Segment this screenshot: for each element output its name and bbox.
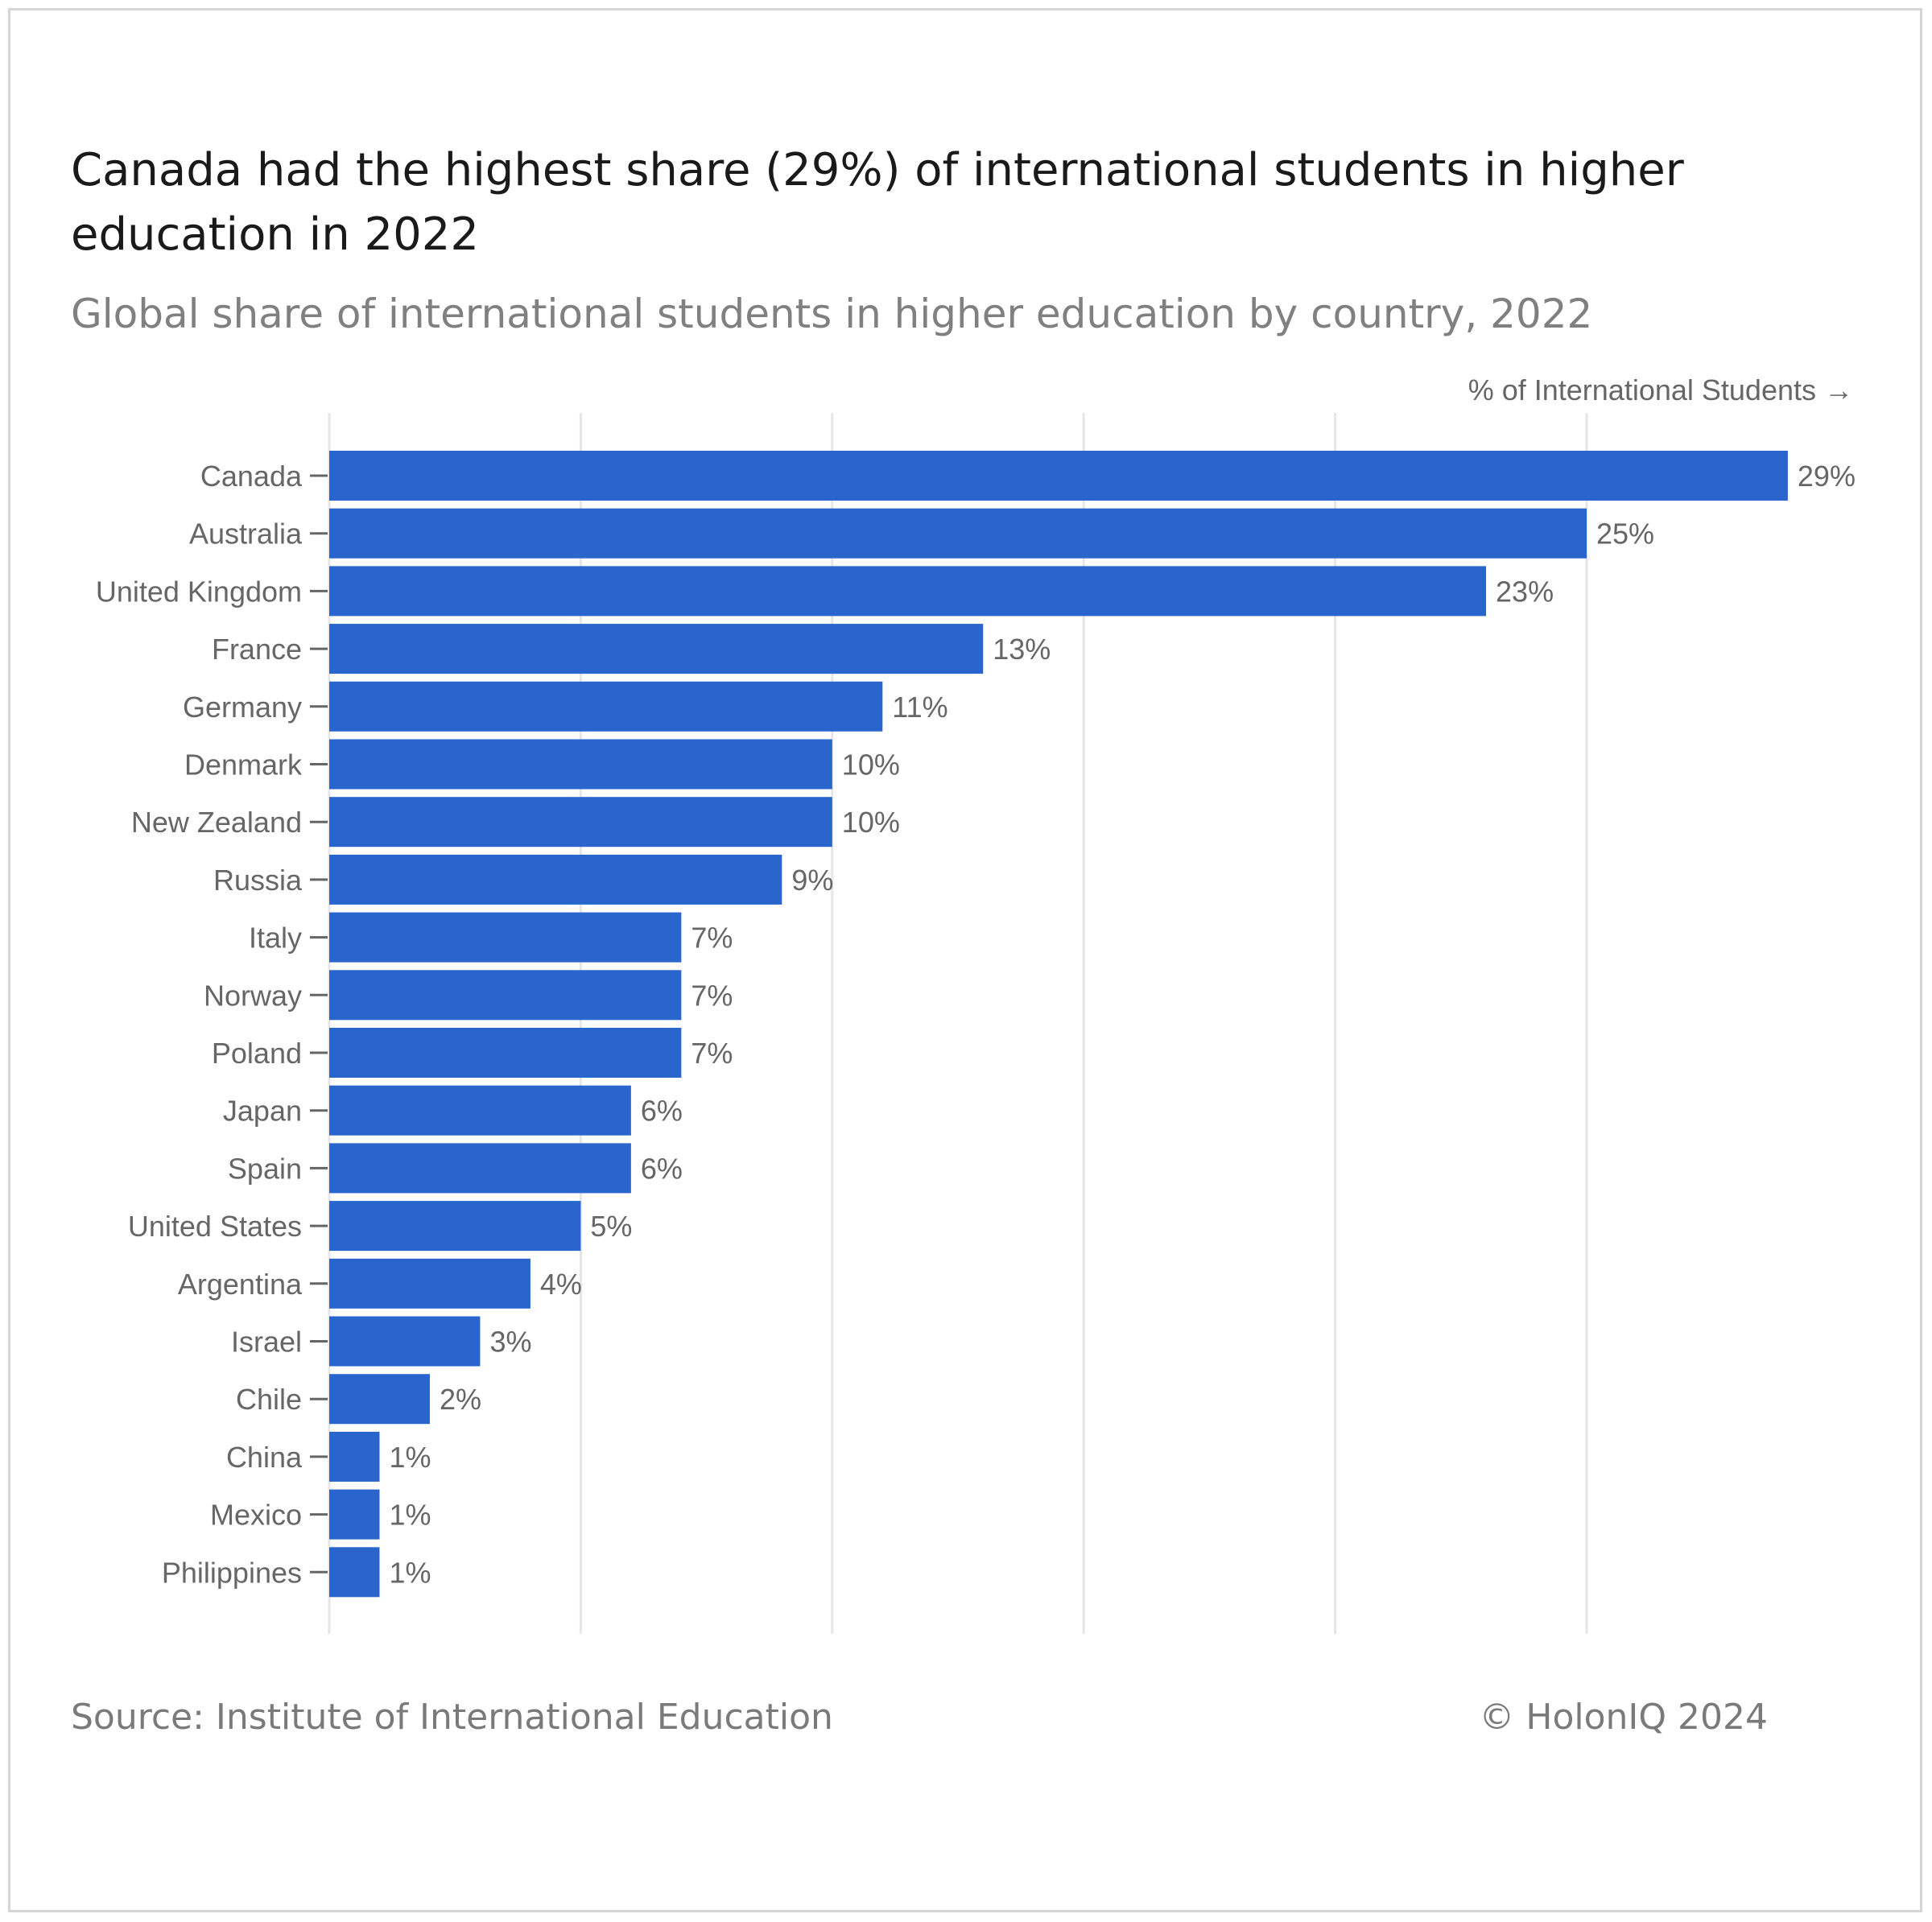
data-label: 23%	[1496, 575, 1554, 608]
chart-subtitle: Global share of international students i…	[71, 291, 1593, 337]
data-label: 25%	[1596, 518, 1654, 551]
category-label: Italy	[249, 922, 302, 955]
category-label: France	[212, 633, 302, 666]
bar	[329, 970, 682, 1021]
data-label: 6%	[641, 1095, 683, 1128]
data-label: 13%	[993, 633, 1051, 666]
category-label: Poland	[212, 1037, 302, 1070]
bar	[329, 739, 832, 790]
category-label: Spain	[228, 1152, 302, 1185]
x-axis-title: % of International Students →	[1468, 373, 1853, 406]
data-label: 11%	[892, 691, 947, 724]
data-label: 4%	[540, 1268, 582, 1301]
category-label: Israel	[231, 1326, 302, 1359]
bar	[329, 854, 782, 905]
data-label: 10%	[842, 749, 900, 782]
data-label: 1%	[389, 1499, 431, 1532]
category-label: Japan	[223, 1095, 302, 1128]
gridlines	[328, 413, 1588, 1634]
bar	[329, 912, 682, 963]
category-label: United Kingdom	[96, 575, 302, 608]
category-label: Germany	[183, 691, 302, 724]
category-label: Norway	[204, 979, 302, 1012]
chart-card	[8, 8, 1922, 1912]
bar-chart: % of International Students → Canada 29% A…	[96, 373, 1856, 1634]
category-label: New Zealand	[131, 806, 302, 839]
data-label: 29%	[1798, 460, 1856, 493]
data-label: 7%	[691, 922, 733, 955]
bar	[329, 1201, 581, 1252]
bar	[329, 1374, 430, 1425]
data-label: 7%	[691, 979, 733, 1012]
bar	[329, 1431, 380, 1482]
data-label: 5%	[590, 1210, 632, 1243]
bar	[329, 797, 832, 848]
category-label: United States	[128, 1210, 302, 1243]
source-note: Source: Institute of International Educa…	[71, 1697, 833, 1738]
category-label: Canada	[200, 460, 303, 493]
bar	[329, 1489, 380, 1540]
data-label: 7%	[691, 1037, 733, 1070]
category-label: China	[226, 1441, 303, 1474]
bar	[329, 1085, 631, 1136]
category-label: Argentina	[178, 1268, 303, 1301]
bar	[329, 1258, 530, 1309]
data-label: 9%	[791, 864, 833, 897]
category-label: Russia	[213, 864, 303, 897]
chart-title: Canada had the highest share (29%) of in…	[71, 144, 1684, 261]
data-label: 2%	[440, 1383, 481, 1416]
bars-group: Canada 29% Australia 25% United Kingdom 23% Fr…	[96, 451, 1856, 1598]
bar	[329, 624, 984, 674]
data-label: 10%	[842, 806, 900, 839]
copyright-note: © HolonIQ 2024	[1479, 1697, 1768, 1738]
bar	[329, 681, 883, 732]
data-label: 1%	[389, 1441, 431, 1474]
bar	[329, 1547, 380, 1598]
category-label: Mexico	[210, 1499, 302, 1532]
category-label: Denmark	[184, 749, 303, 782]
bar	[329, 1143, 631, 1194]
bar	[329, 508, 1587, 559]
data-label: 1%	[389, 1556, 431, 1589]
category-label: Chile	[236, 1383, 302, 1416]
bar	[329, 566, 1487, 617]
data-label: 6%	[641, 1152, 683, 1185]
category-label: Philippines	[162, 1556, 302, 1589]
category-label: Australia	[189, 518, 303, 551]
bar	[329, 1316, 481, 1367]
bar	[329, 1028, 682, 1078]
bar	[329, 451, 1788, 501]
data-label: 3%	[489, 1326, 531, 1359]
